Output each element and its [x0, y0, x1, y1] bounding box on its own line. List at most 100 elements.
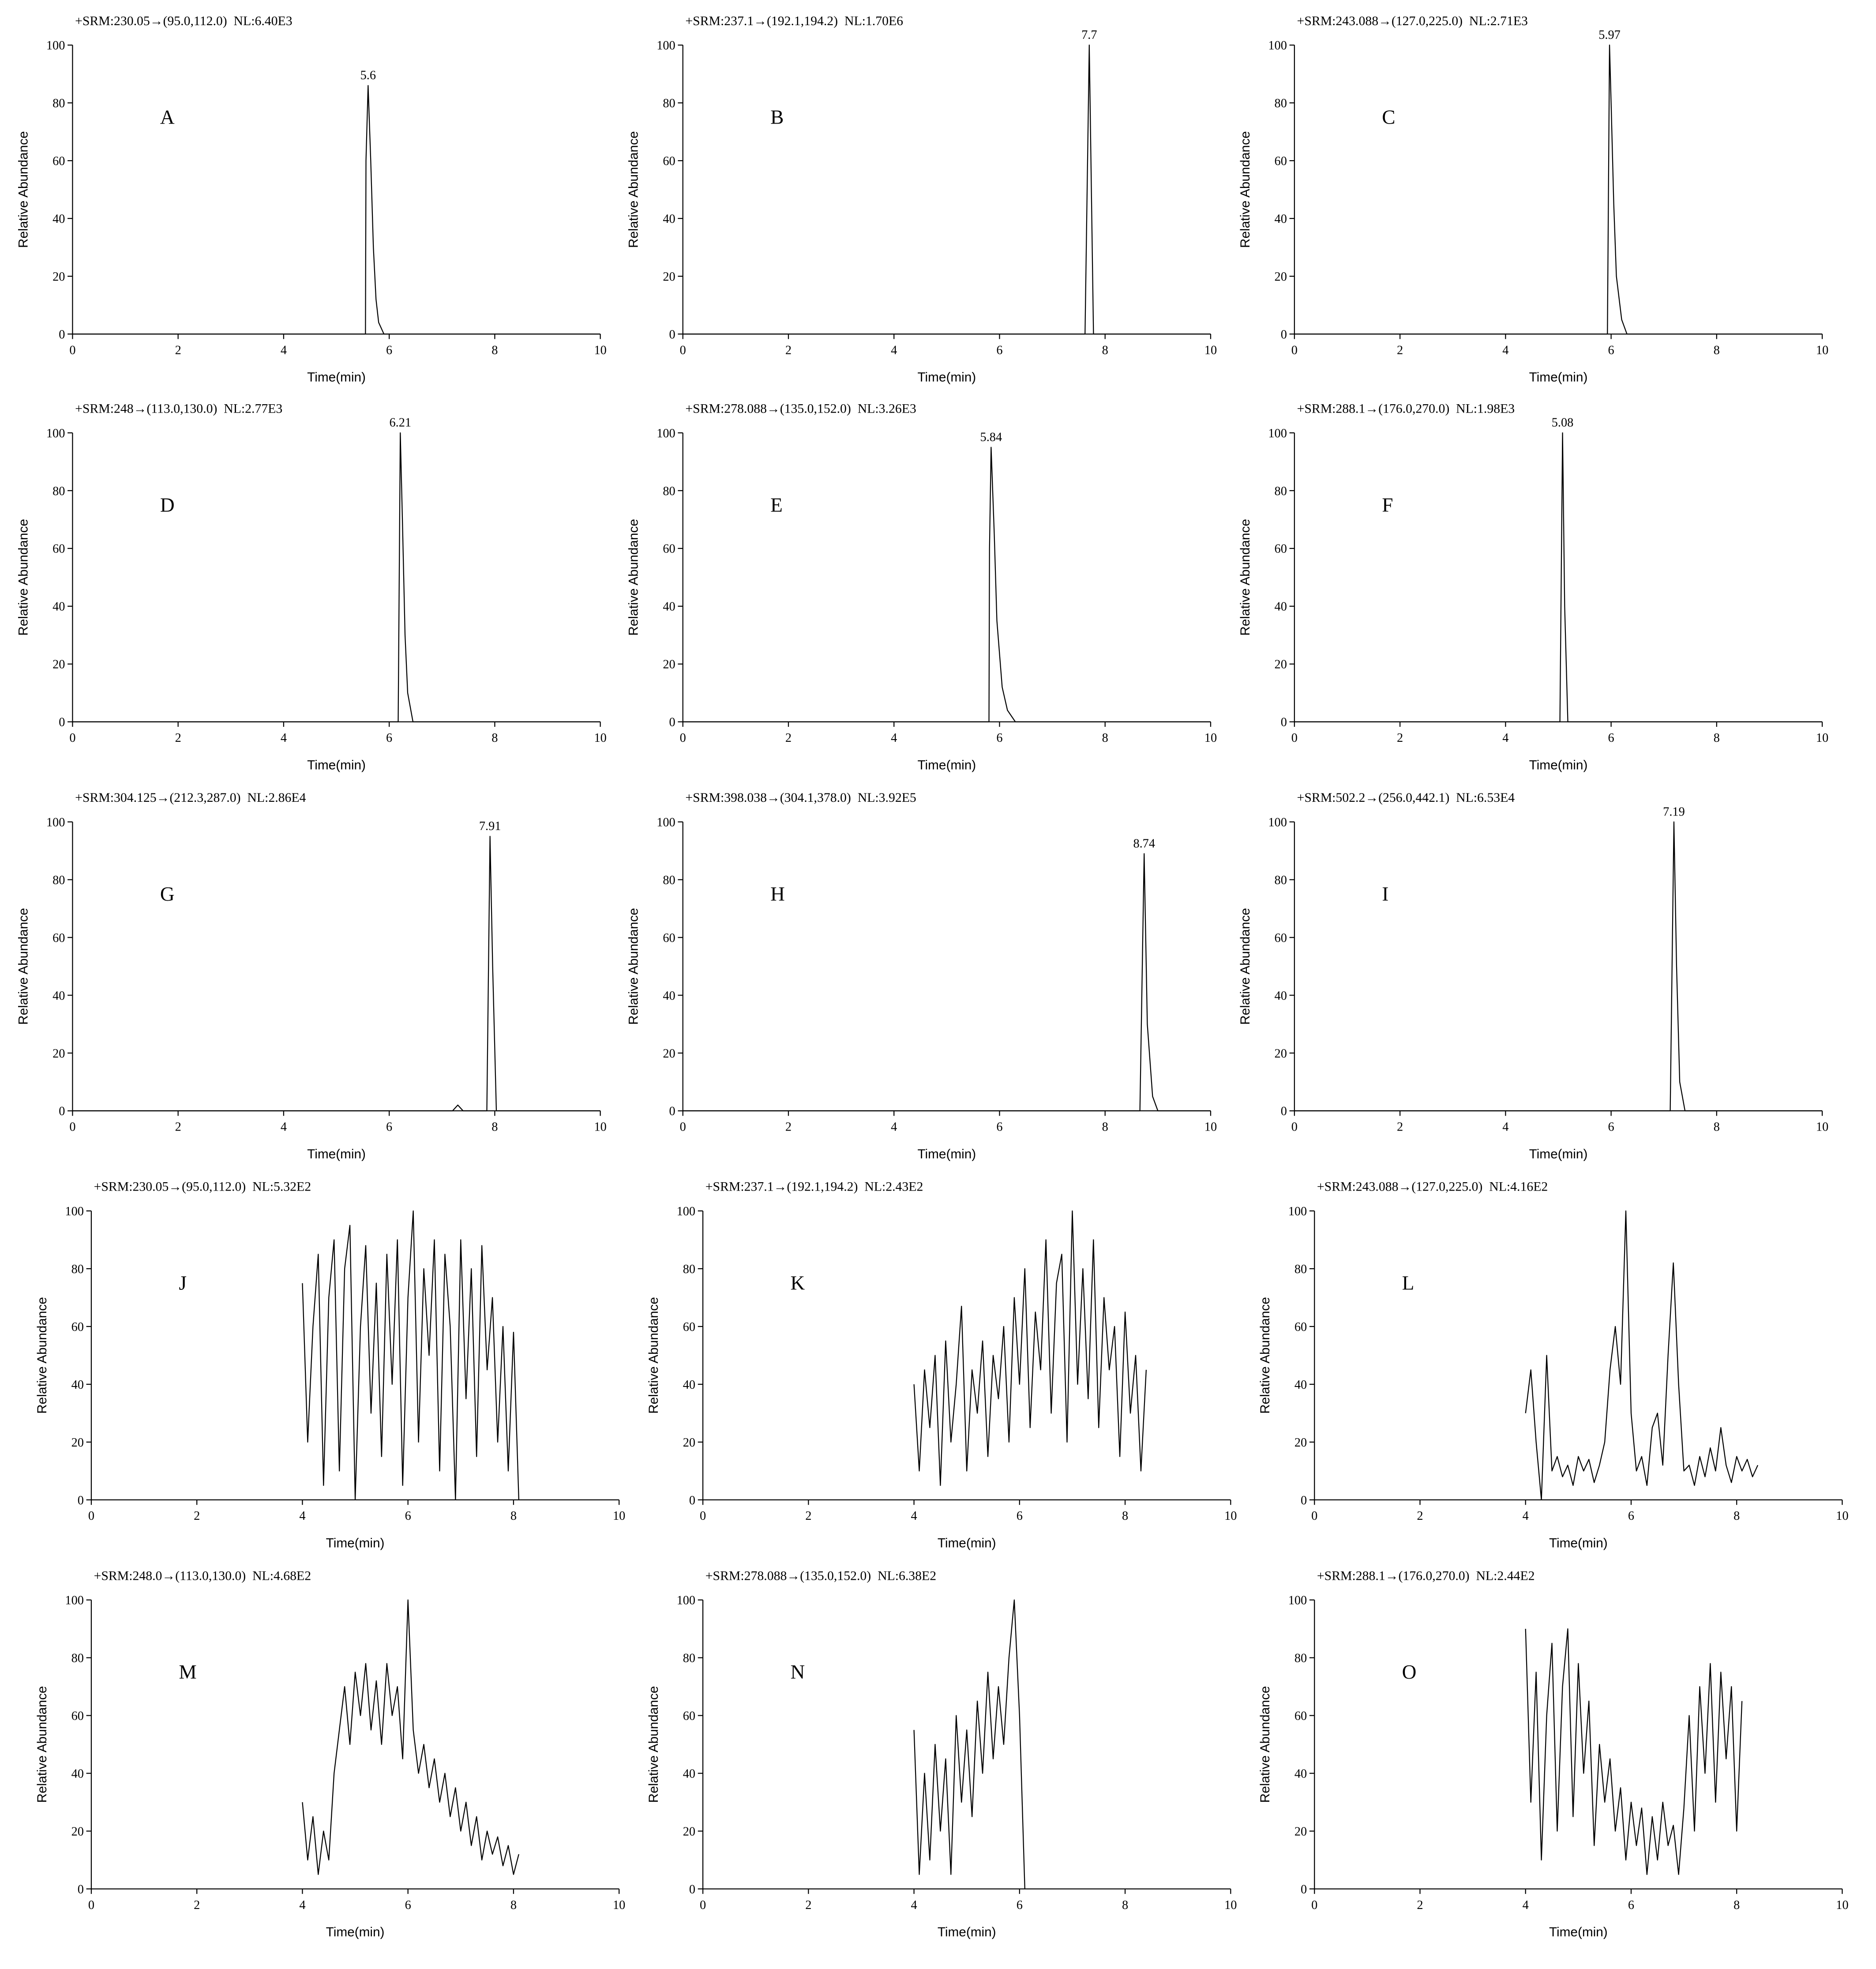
- trace: [302, 1210, 520, 1501]
- y-tick-label: 20: [53, 658, 65, 672]
- x-tick-label: 0: [680, 343, 686, 357]
- y-tick-label: 60: [683, 1320, 695, 1334]
- y-tick-label: 60: [53, 542, 65, 556]
- x-tick-label: 8: [492, 343, 498, 357]
- x-tick-label: 4: [911, 1898, 917, 1912]
- panel-label: O: [1402, 1661, 1417, 1683]
- x-tick-label: 2: [194, 1509, 200, 1523]
- x-axis-label: Time(min): [1529, 370, 1588, 385]
- x-tick-label: 2: [175, 343, 181, 357]
- y-tick-label: 20: [663, 1047, 675, 1060]
- x-tick-label: 6: [405, 1898, 411, 1912]
- y-tick-label: 0: [669, 328, 675, 342]
- y-tick-label: 40: [1294, 1378, 1307, 1392]
- panel: +SRM:248→(113.0,130.0) NL:2.77E3D0204060…: [16, 402, 606, 773]
- y-axis-label: Relative Abundance: [1238, 131, 1253, 248]
- trace: [683, 853, 1211, 1112]
- x-tick-label: 4: [299, 1509, 305, 1523]
- x-tick-label: 2: [785, 731, 792, 745]
- x-axis-label: Time(min): [917, 370, 976, 385]
- y-tick-label: 60: [663, 154, 675, 168]
- x-tick-label: 0: [1291, 343, 1298, 357]
- panel: +SRM:278.088→(135.0,152.0) NL:3.26E3E020…: [627, 402, 1217, 773]
- panel-label: L: [1402, 1272, 1415, 1294]
- trace: [302, 1599, 519, 1875]
- x-tick-label: 6: [1608, 731, 1614, 745]
- x-axis-label: Time(min): [1549, 1536, 1608, 1551]
- y-tick-label: 20: [663, 270, 675, 284]
- chart-title: +SRM:243.088→(127.0,225.0) NL:2.71E3: [1297, 14, 1528, 28]
- y-tick-label: 60: [71, 1320, 84, 1334]
- y-tick-label: 80: [1294, 1652, 1307, 1665]
- y-tick-label: 100: [65, 1594, 84, 1608]
- y-tick-label: 20: [1275, 658, 1287, 672]
- x-tick-label: 2: [1417, 1509, 1423, 1523]
- panel-label: N: [791, 1661, 805, 1683]
- y-axis-label: Relative Abundance: [627, 908, 641, 1025]
- y-axis-label: Relative Abundance: [16, 908, 30, 1025]
- y-tick-label: 80: [1275, 485, 1287, 498]
- y-tick-label: 60: [683, 1710, 695, 1723]
- panel-label: J: [179, 1272, 187, 1294]
- x-tick-label: 0: [69, 1120, 75, 1134]
- y-axis-label: Relative Abundance: [646, 1297, 661, 1414]
- peak-label: 8.74: [1133, 837, 1155, 850]
- x-tick-label: 6: [996, 1120, 1002, 1134]
- x-tick-label: 4: [1502, 731, 1508, 745]
- x-axis-label: Time(min): [938, 1925, 996, 1939]
- chart-title: +SRM:304.125→(212.3,287.0) NL:2.86E4: [75, 790, 306, 805]
- x-tick-label: 8: [510, 1898, 517, 1912]
- y-tick-label: 20: [1275, 270, 1287, 284]
- peak-label: 7.7: [1081, 28, 1097, 42]
- x-tick-label: 8: [1102, 1120, 1108, 1134]
- x-axis-label: Time(min): [1549, 1925, 1608, 1939]
- y-tick-label: 0: [669, 716, 675, 729]
- trace: [72, 836, 600, 1112]
- panel-label: E: [770, 494, 783, 516]
- y-tick-label: 60: [663, 931, 675, 945]
- x-tick-label: 0: [69, 343, 75, 357]
- x-tick-label: 0: [88, 1898, 94, 1912]
- panel-label: D: [160, 494, 175, 516]
- x-tick-label: 6: [996, 343, 1002, 357]
- trace: [913, 1599, 1025, 1889]
- panel: +SRM:248.0→(113.0,130.0) NL:4.68E2M02040…: [35, 1568, 625, 1939]
- y-tick-label: 100: [1268, 427, 1287, 440]
- x-tick-label: 0: [88, 1509, 94, 1523]
- y-tick-label: 80: [71, 1652, 84, 1665]
- x-tick-label: 8: [1122, 1509, 1128, 1523]
- y-tick-label: 60: [663, 542, 675, 556]
- x-tick-label: 10: [1224, 1898, 1237, 1912]
- x-tick-label: 6: [405, 1509, 411, 1523]
- x-tick-label: 10: [1836, 1509, 1848, 1523]
- y-tick-label: 40: [53, 212, 65, 226]
- chart-title: +SRM:278.088→(135.0,152.0) NL:6.38E2: [705, 1568, 936, 1583]
- peak-label: 5.84: [980, 430, 1002, 444]
- x-tick-label: 10: [1204, 1120, 1217, 1134]
- y-tick-label: 20: [53, 1047, 65, 1060]
- y-tick-label: 0: [59, 328, 65, 342]
- x-tick-label: 8: [1733, 1509, 1740, 1523]
- x-axis-label: Time(min): [307, 370, 366, 385]
- y-tick-label: 0: [689, 1883, 695, 1896]
- panel-label: B: [770, 106, 784, 128]
- x-axis-label: Time(min): [917, 1147, 976, 1161]
- x-tick-label: 0: [700, 1898, 706, 1912]
- peak-label: 5.08: [1552, 416, 1574, 430]
- y-tick-label: 0: [1281, 328, 1287, 342]
- x-tick-label: 10: [1204, 343, 1217, 357]
- y-tick-label: 20: [53, 270, 65, 284]
- y-axis-label: Relative Abundance: [35, 1686, 49, 1803]
- x-tick-label: 2: [1417, 1898, 1423, 1912]
- y-tick-label: 0: [1281, 1105, 1287, 1118]
- trace: [683, 447, 1211, 722]
- y-tick-label: 20: [1294, 1825, 1307, 1838]
- y-axis-label: Relative Abundance: [35, 1297, 49, 1414]
- y-tick-label: 20: [1275, 1047, 1287, 1060]
- panel: +SRM:243.088→(127.0,225.0) NL:2.71E3C020…: [1238, 14, 1828, 385]
- x-tick-label: 10: [1816, 1120, 1828, 1134]
- chart-title: +SRM:248→(113.0,130.0) NL:2.77E3: [75, 402, 282, 416]
- chart-title: +SRM:288.1→(176.0,270.0) NL:1.98E3: [1297, 402, 1515, 416]
- x-tick-label: 8: [1714, 343, 1720, 357]
- y-tick-label: 60: [53, 931, 65, 945]
